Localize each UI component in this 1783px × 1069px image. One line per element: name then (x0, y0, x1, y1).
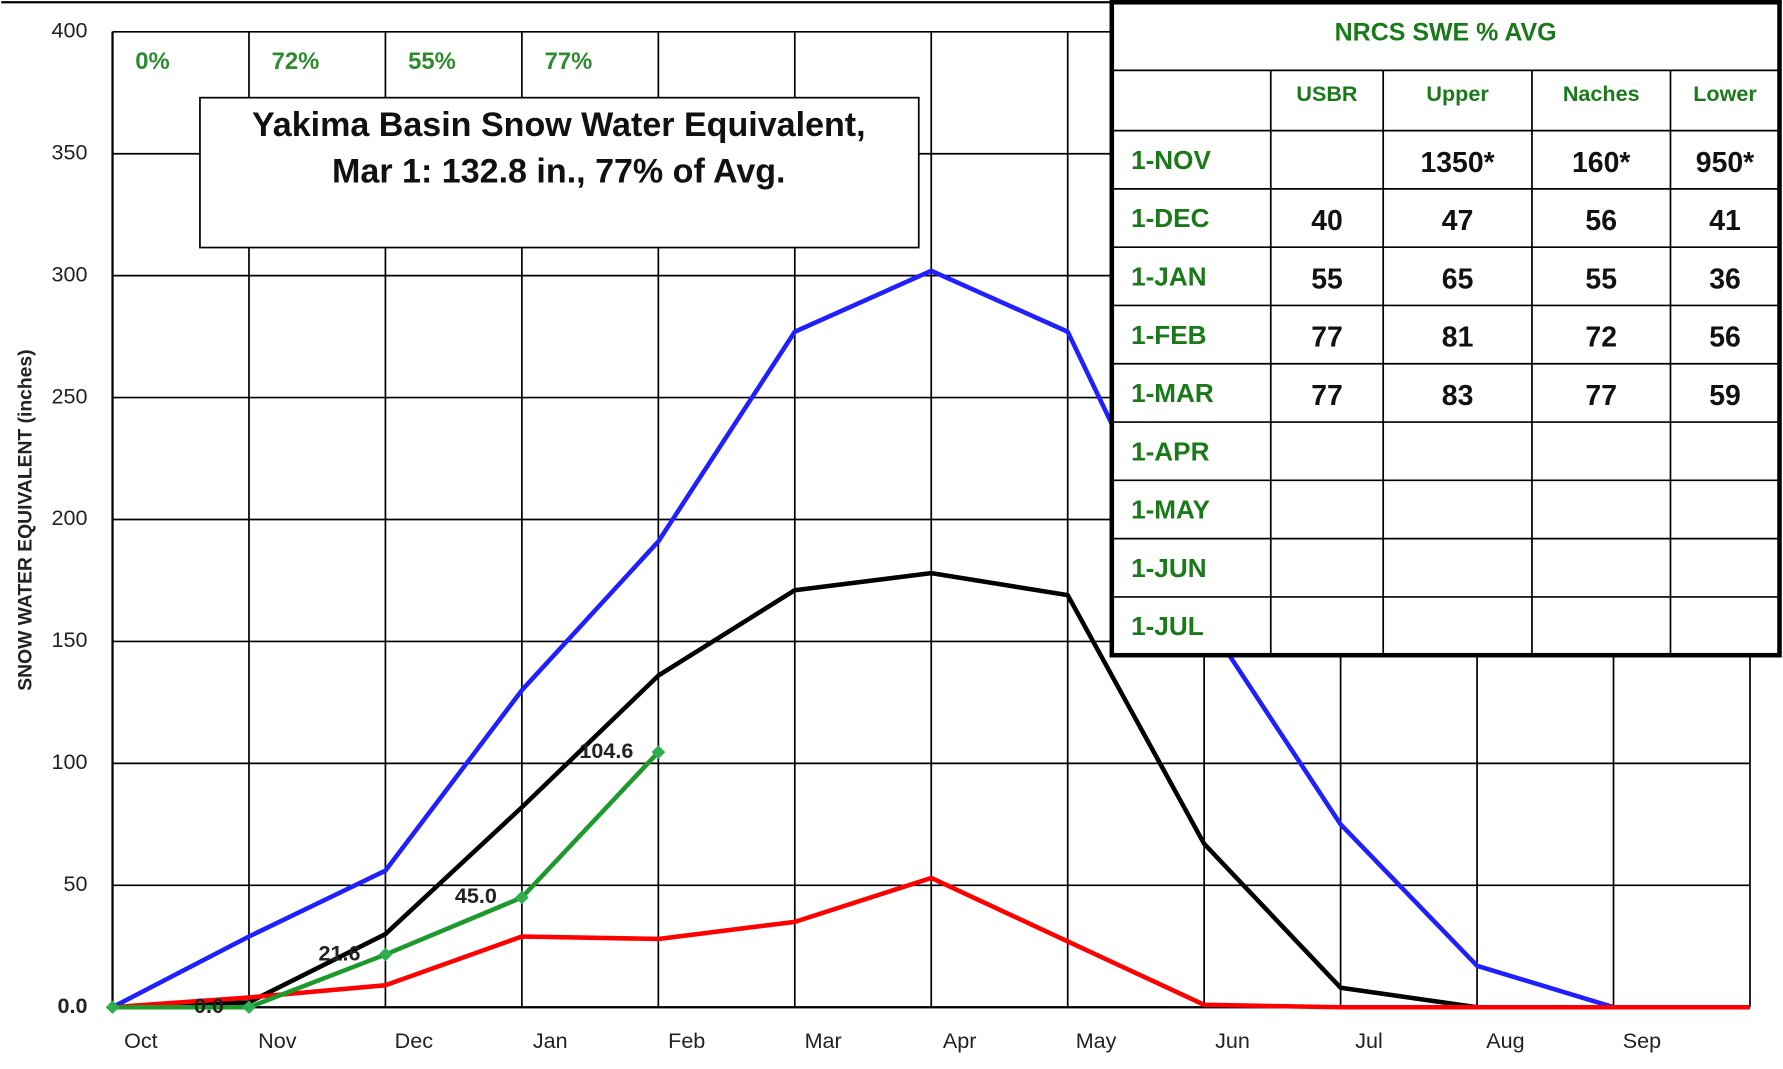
x-tick-label: Aug (1486, 1028, 1524, 1053)
data-label: 21.6 (318, 940, 360, 965)
table-cell: 160* (1572, 147, 1631, 179)
table-cell: 77 (1311, 322, 1343, 354)
x-tick-label: Nov (258, 1028, 297, 1053)
y-tick-label: 350 (52, 139, 88, 164)
x-tick-label: Jul (1355, 1028, 1383, 1053)
data-label: 104.6 (579, 738, 633, 763)
series-line (111, 268, 1750, 1010)
chart-title: Mar 1: 132.8 in., 77% of Avg. (332, 153, 785, 191)
x-tick-label: Apr (943, 1028, 977, 1053)
table-cell: 77 (1311, 380, 1343, 412)
table-cell: 55 (1311, 263, 1343, 295)
data-point (651, 745, 666, 759)
data-point (515, 890, 529, 905)
row-label: 1-MAY (1131, 495, 1210, 525)
y-axis-label: SNOW WATER EQUIVALENT (inches) (15, 349, 36, 690)
data-label: 0.0 (194, 993, 224, 1018)
table-cell: 56 (1585, 205, 1617, 237)
table-cell: 56 (1709, 322, 1741, 354)
x-tick-label: Jan (533, 1028, 568, 1053)
table-cell: 40 (1311, 205, 1343, 237)
column-header: Naches (1563, 81, 1640, 106)
table-bg (1109, 0, 1782, 658)
x-tick-label: Feb (668, 1028, 705, 1053)
y-tick-label: 250 (52, 383, 88, 408)
x-tick-label: Sep (1623, 1028, 1661, 1053)
x-tick-label: Jun (1215, 1028, 1250, 1053)
title-box (199, 96, 920, 249)
table-cell: 55 (1585, 263, 1617, 295)
data-table: NRCS SWE % AVG USBR Upper Naches Lower 1-NOV 1… (1109, 0, 1782, 658)
table-cell: 77 (1585, 380, 1617, 412)
table-cell: 950* (1696, 147, 1755, 179)
column-header: Lower (1693, 81, 1757, 106)
table-cell: 1350* (1420, 147, 1495, 179)
table-cell: 72 (1585, 322, 1617, 354)
data-point (105, 1000, 120, 1015)
percent-label: 72% (272, 48, 320, 75)
x-tick-label: May (1076, 1028, 1117, 1053)
x-tick-label: Dec (395, 1028, 434, 1053)
chart-title: Yakima Basin Snow Water Equivalent, (252, 106, 866, 144)
row-label: 1-NOV (1131, 145, 1211, 175)
y-tick-label: 150 (52, 627, 88, 652)
y-tick-label: 50 (64, 871, 88, 896)
y-tick-label: 200 (52, 505, 88, 530)
table-cell: 65 (1442, 263, 1474, 295)
row-label: 1-DEC (1131, 203, 1209, 233)
data-point (378, 947, 393, 962)
y-tick-label: 400 (52, 17, 88, 42)
row-label: 1-APR (1131, 436, 1209, 466)
y-tick-label: 300 (52, 261, 88, 286)
table-cell: 83 (1442, 380, 1474, 412)
data-point (242, 1000, 256, 1015)
percent-label: 55% (408, 48, 456, 75)
row-label: 1-FEB (1131, 320, 1206, 350)
y-tick-label: 100 (52, 749, 88, 774)
table-cell: 59 (1709, 380, 1741, 412)
data-label: 45.0 (455, 883, 497, 908)
series-line (112, 875, 1750, 1010)
table-cell: 47 (1442, 205, 1474, 237)
column-header: Upper (1426, 81, 1489, 106)
y-tick-label: 0.0 (58, 993, 88, 1018)
percent-label: 0% (135, 48, 169, 75)
table-cell: 81 (1442, 322, 1474, 354)
row-label: 1-JUN (1131, 553, 1206, 583)
row-label: 1-JUL (1131, 611, 1204, 641)
table-cell: 36 (1709, 263, 1741, 295)
row-label: 1-MAR (1131, 378, 1214, 408)
column-header: USBR (1296, 81, 1358, 106)
percent-label: 77% (545, 48, 593, 75)
x-tick-label: Oct (124, 1028, 158, 1053)
x-tick-label: Mar (805, 1028, 842, 1053)
table-cell: 41 (1709, 205, 1741, 237)
row-label: 1-JAN (1131, 261, 1206, 291)
table-title: NRCS SWE % AVG (1335, 19, 1557, 47)
